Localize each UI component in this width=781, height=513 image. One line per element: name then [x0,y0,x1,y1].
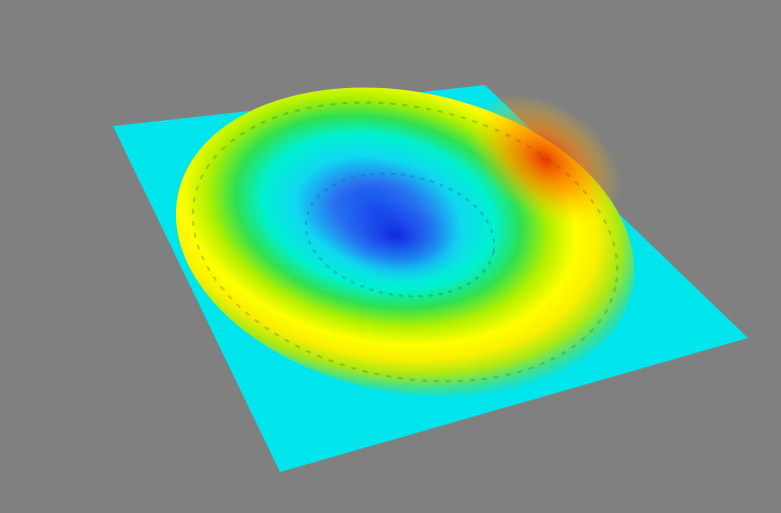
crater-floor [325,189,465,281]
inner-ring [304,172,496,298]
outer-ring [191,101,619,383]
rim-peak [468,93,622,227]
